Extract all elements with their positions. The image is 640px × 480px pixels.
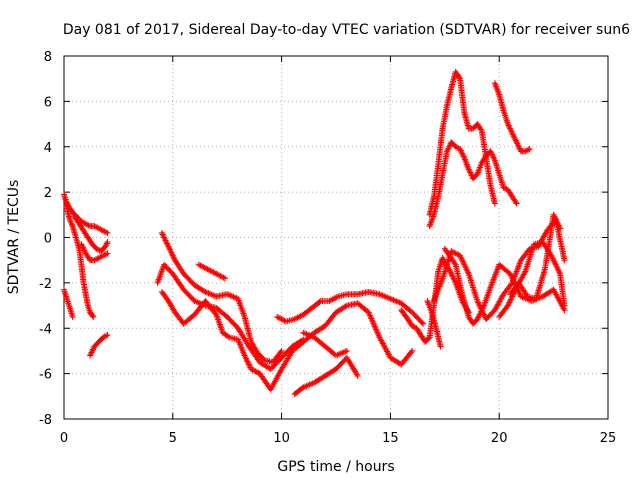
y-tick-label: 0: [44, 232, 52, 247]
data-point: [104, 229, 111, 236]
x-tick-label: 15: [382, 431, 399, 446]
data-point: [104, 239, 111, 246]
data-point: [225, 333, 232, 340]
y-tick-label: 8: [44, 50, 52, 65]
x-tick-label: 10: [273, 431, 290, 446]
data-point: [425, 335, 432, 342]
data-point: [408, 349, 415, 356]
data-point: [456, 74, 463, 81]
data-point: [465, 309, 472, 316]
x-axis-label: GPS time / hours: [277, 459, 394, 475]
series-arc3: [71, 214, 111, 255]
data-point: [104, 250, 111, 257]
series-arc24: [424, 298, 444, 350]
chart-title: Day 081 of 2017, Sidereal Day-to-day VTE…: [63, 22, 630, 38]
series-arc4: [78, 241, 111, 264]
x-tick-label: 5: [169, 431, 177, 446]
x-tick-label: 25: [600, 431, 617, 446]
series-arc11: [274, 288, 427, 327]
data-point: [343, 347, 350, 354]
series-arc14: [300, 329, 350, 359]
data-point: [525, 146, 532, 153]
series-arc22: [507, 211, 564, 302]
series-arc17: [426, 68, 498, 218]
x-tick-label: 20: [491, 431, 508, 446]
data-point: [513, 200, 520, 207]
y-tick-label: -2: [39, 277, 52, 292]
data-point: [277, 349, 284, 356]
y-tick-label: -8: [39, 413, 52, 428]
y-tick-label: 2: [44, 186, 52, 201]
series-arc16: [426, 139, 520, 230]
series-arc18: [491, 80, 533, 155]
data-point: [89, 312, 96, 319]
data-point: [477, 126, 484, 133]
data-point: [278, 347, 285, 354]
series-arc8: [158, 229, 285, 366]
data-point: [557, 225, 564, 232]
x-tick-labels: 0 5 10 15 20 25: [60, 431, 616, 446]
data-point: [90, 313, 97, 320]
data-point: [212, 310, 219, 317]
data-point: [512, 199, 519, 206]
data-point: [354, 372, 361, 379]
series-arc13: [291, 354, 361, 398]
x-tick-label: 0: [60, 431, 68, 446]
data-point: [464, 307, 471, 314]
data-point: [69, 313, 76, 320]
series-arc15: [398, 254, 450, 345]
y-tick-label: 4: [44, 141, 52, 156]
y-tick-labels: -8 -6 -4 -2 0 2 4 6 8: [39, 50, 52, 428]
y-axis-label: SDTVAR / TECUs: [6, 180, 22, 295]
series-arc23: [439, 257, 472, 316]
data-point: [508, 281, 515, 288]
data-point: [222, 275, 229, 282]
series-arc10: [195, 261, 229, 282]
data-point: [523, 147, 530, 154]
series-arc6: [87, 332, 111, 359]
data-point: [409, 347, 416, 354]
series-arc5: [61, 286, 76, 320]
series-arc12: [256, 300, 416, 393]
data-point: [420, 320, 427, 327]
data-point: [316, 298, 323, 305]
data-point: [418, 319, 425, 326]
data-points: [61, 68, 568, 398]
data-point: [561, 257, 568, 264]
data-point: [451, 260, 458, 267]
data-point: [437, 343, 444, 350]
data-point: [526, 146, 533, 153]
series-arc2: [63, 200, 97, 320]
data-point: [342, 303, 349, 310]
data-point: [491, 200, 498, 207]
series-arc9: [158, 288, 263, 377]
series-arc21: [496, 239, 568, 320]
data-point: [561, 302, 568, 309]
y-tick-label: -4: [39, 322, 52, 337]
y-tick-label: -6: [39, 368, 52, 383]
axis-ticks: [63, 55, 609, 420]
y-tick-label: 6: [44, 95, 52, 110]
grid: [63, 55, 609, 420]
data-point: [521, 269, 528, 276]
data-point: [104, 332, 111, 339]
